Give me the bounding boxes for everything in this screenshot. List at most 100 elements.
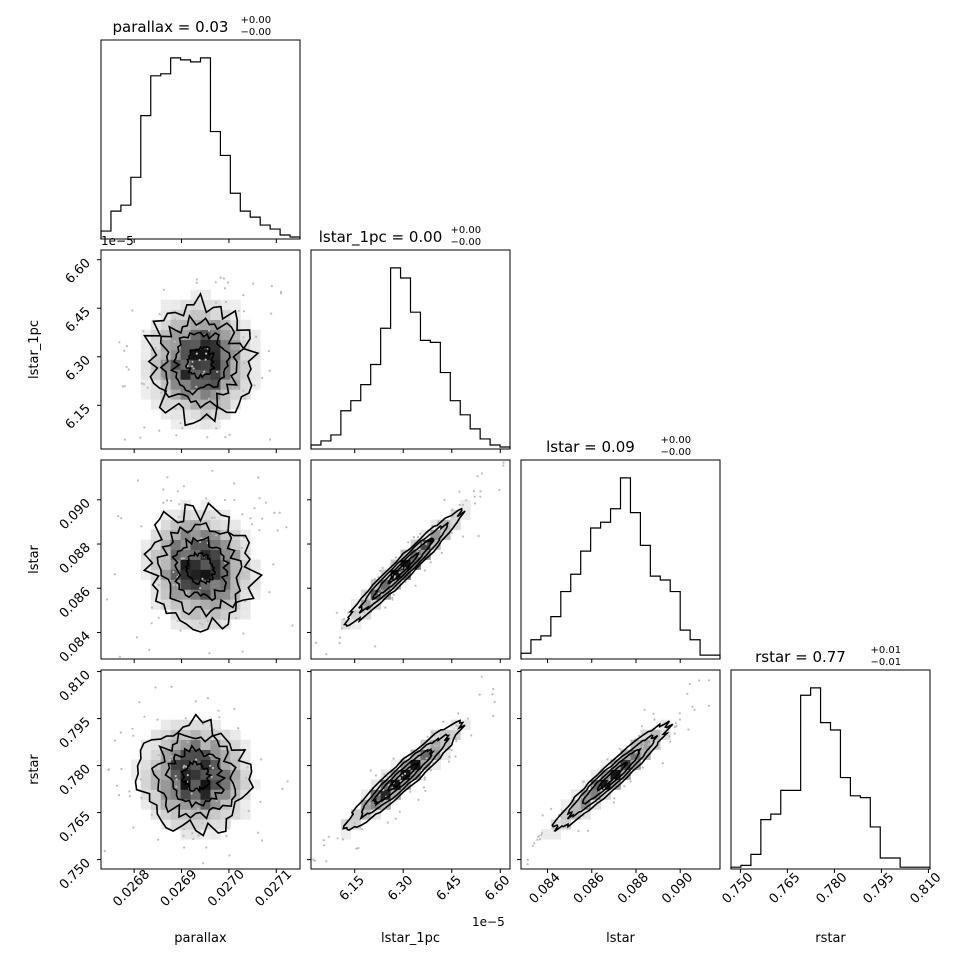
- density-cell: [210, 359, 221, 370]
- scatter-point: [673, 726, 677, 729]
- density-cell: [190, 399, 201, 410]
- density-cell: [230, 359, 241, 370]
- scatter-point: [183, 846, 186, 849]
- density-cell: [190, 579, 201, 590]
- scatter-point: [241, 650, 244, 653]
- contour-rstar-vs-parallax-1: [180, 760, 213, 794]
- density-cell: [240, 609, 251, 620]
- scatter-point: [170, 390, 173, 393]
- scatter-point: [249, 517, 252, 520]
- density-cell: [250, 589, 261, 600]
- scatter-point: [363, 611, 366, 614]
- scatter-point: [550, 807, 553, 811]
- density-cell: [150, 789, 162, 800]
- density-cell: [220, 759, 231, 770]
- density-cell: [190, 379, 201, 390]
- scatter-point: [392, 560, 395, 564]
- density-cell: [200, 739, 211, 750]
- scatter-point: [195, 758, 198, 761]
- density-cell: [460, 719, 471, 731]
- scatter-point: [325, 860, 328, 863]
- scatter-point: [369, 769, 372, 772]
- scatter-point: [612, 801, 616, 804]
- scatter-point: [338, 641, 341, 645]
- scatter-point: [327, 835, 330, 838]
- density-cell: [630, 749, 641, 760]
- scatter-point: [118, 341, 121, 344]
- density-cell: [240, 779, 251, 790]
- scatter-point: [150, 813, 153, 816]
- density-cell: [170, 579, 181, 590]
- density-cell: [220, 589, 231, 600]
- density-cell: [580, 789, 592, 800]
- density-cell: [170, 339, 181, 350]
- contour-lstar-vs-lstar_1pc-2: [371, 536, 436, 601]
- density-cell: [190, 309, 201, 321]
- density-cell: [140, 369, 152, 380]
- scatter-point: [491, 693, 494, 696]
- x-tick-label-rstar: 0.765: [766, 870, 803, 907]
- scatter-point: [128, 790, 131, 793]
- scatter-point: [170, 755, 173, 758]
- scatter-point: [203, 370, 206, 373]
- scatter-point: [440, 551, 443, 555]
- scatter-point: [132, 826, 135, 829]
- scatter-point: [198, 359, 201, 362]
- density-cell: [200, 829, 211, 840]
- density-cell: [420, 529, 431, 540]
- panel-title-rstar: rstar = 0.77 +0.01−0.01: [755, 645, 901, 668]
- contour-rstar-vs-lstar-3: [566, 734, 659, 820]
- density-cell: [200, 729, 211, 741]
- density-cell: [430, 519, 441, 531]
- scatter-point: [242, 310, 246, 313]
- density-cell: [160, 579, 172, 590]
- scatter-point: [206, 697, 209, 700]
- scatter-point: [392, 593, 395, 596]
- scatter-point: [223, 618, 226, 621]
- scatter-point: [577, 830, 580, 833]
- scatter-point: [142, 383, 146, 386]
- density-cell: [140, 389, 152, 400]
- scatter-point: [374, 774, 377, 777]
- density-cell: [550, 819, 562, 830]
- density-cell: [160, 729, 172, 741]
- density-cell: [160, 719, 172, 731]
- density-cell: [220, 619, 231, 630]
- scatter-point: [540, 831, 544, 835]
- scatter-point: [247, 809, 250, 813]
- density-cell: [180, 579, 191, 590]
- scatter-point: [198, 622, 201, 625]
- density-cell: [140, 739, 152, 750]
- density-cell: [220, 339, 231, 350]
- scatter-point: [217, 709, 220, 712]
- scatter-point: [291, 624, 294, 627]
- density-cell: [190, 739, 201, 750]
- contour-lstar_1pc-vs-parallax-1: [185, 345, 216, 380]
- scatter-point: [209, 764, 212, 767]
- density-cell: [200, 819, 211, 830]
- density-cell: [200, 779, 211, 790]
- density-cell: [180, 749, 191, 760]
- scatter-point: [276, 529, 279, 532]
- y-tick-label-rstar: 0.795: [57, 715, 94, 752]
- scatter-point: [235, 561, 238, 565]
- title-plus-parallax: +0.00: [241, 15, 272, 26]
- density-cell: [430, 749, 441, 760]
- density-cell: [160, 759, 172, 770]
- y-tick-label-lstar_1pc: 6.30: [63, 353, 94, 384]
- density-cell: [200, 509, 211, 521]
- scatter-point: [425, 757, 428, 760]
- density-cell: [160, 779, 172, 790]
- density-cell: [180, 399, 191, 410]
- density-cell: [210, 809, 221, 820]
- contour-rstar-vs-lstar-4: [551, 720, 674, 832]
- scatter-point: [219, 276, 222, 279]
- scatter-point: [234, 584, 237, 588]
- scatter-point: [128, 795, 131, 798]
- scatter-point: [414, 584, 417, 587]
- density-cell: [640, 729, 651, 741]
- density-cell: [170, 819, 181, 830]
- density-cell: [250, 379, 261, 390]
- density-cell: [210, 519, 221, 531]
- scatter-point: [190, 792, 193, 795]
